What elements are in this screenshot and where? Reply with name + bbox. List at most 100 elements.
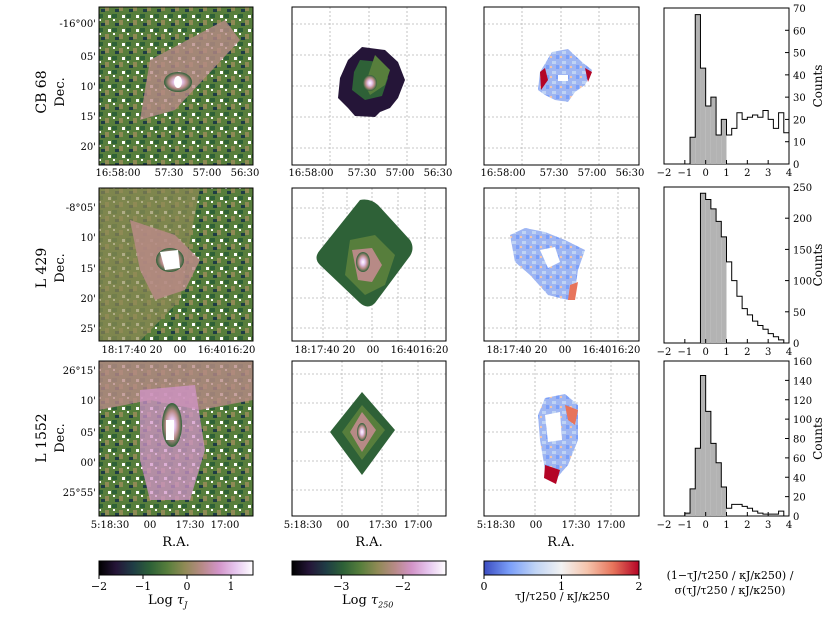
- row-cb68: CB 68 Dec. -16°00' 05' 10' 15' 20' 16:58…: [34, 6, 645, 179]
- x-tick-label: 56:30: [616, 168, 645, 179]
- y-tick-label: 15': [81, 112, 96, 123]
- histogram-bar-shaded: [700, 68, 706, 164]
- x-tick-label: 16:58:00: [96, 168, 141, 179]
- tau-250-map: 16:58:00 57:30 57:00 56:30: [289, 6, 453, 179]
- x-tick-label: −2: [657, 520, 672, 531]
- x-tick-label: 18:17:40: [295, 345, 340, 356]
- dec-axis-label: Dec.: [53, 253, 68, 283]
- colorbar-tick-label: 1: [228, 580, 235, 593]
- x-tick-label: 0: [702, 168, 708, 179]
- x-tick-label: 4: [786, 520, 792, 531]
- y-tick-label: 100: [793, 415, 812, 426]
- x-tick-label: 1: [723, 347, 729, 358]
- colorbar-ratio: 0 1 2: [481, 560, 643, 593]
- x-tick-label: 20: [150, 345, 163, 356]
- x-tick-label: 16:58:00: [289, 168, 334, 179]
- y-tick-label: 05': [81, 52, 96, 63]
- tau-250-map: 5:18:30 00 17:30 17:00 R.A.: [284, 360, 447, 550]
- histogram-bar-shaded: [716, 221, 722, 343]
- histogram-outline: [699, 192, 785, 343]
- x-ticks: 18:17:40 20 00 16:40 16:20: [102, 345, 256, 356]
- histogram-bar-shaded: [695, 14, 701, 164]
- x-tick-label: 57:30: [540, 168, 569, 179]
- x-tick-label: 17:30: [369, 520, 398, 531]
- colorbar-tick-label: −2: [91, 580, 107, 593]
- histogram-bar-shaded: [690, 488, 696, 516]
- region-label: L 429: [34, 248, 50, 288]
- x-tick-label: 3: [765, 168, 771, 179]
- x-tick-label: 00: [530, 520, 543, 531]
- x-tick-label: 16:58:00: [481, 168, 526, 179]
- row-l429: L 429 Dec. -8°05' 10' 15' 20' 25' 18:17:…: [34, 187, 641, 356]
- histogram-bar-shaded: [716, 135, 722, 164]
- histogram-outline: [684, 375, 785, 516]
- x-tick-label: 16:20: [420, 345, 449, 356]
- y-ticks: -8°05' 10' 15' 20' 25': [66, 203, 96, 335]
- region-label: CB 68: [34, 70, 50, 113]
- x-tick-label: 17:00: [597, 520, 626, 531]
- x-tick-label: 4: [786, 168, 792, 179]
- x-tick-label: 20: [343, 345, 356, 356]
- y-tick-label: 100: [793, 277, 812, 288]
- x-tick-label: −1: [677, 347, 692, 358]
- y-tick-label: 70: [793, 4, 806, 15]
- x-tick-label: 20: [535, 345, 548, 356]
- x-tick-label: 00: [559, 345, 572, 356]
- colorbar-tick-label: 1: [558, 580, 565, 593]
- x-tick-label: 57:00: [193, 168, 222, 179]
- y-tick-label: 0: [793, 160, 799, 171]
- histogram-bar-shaded: [705, 411, 711, 516]
- x-tick-label: −2: [657, 168, 672, 179]
- x-ticks: 16:58:00 57:30 57:00 56:30: [289, 168, 453, 179]
- x-tick-label: 17:30: [176, 520, 205, 531]
- ra-axis-label: R.A.: [355, 535, 382, 550]
- x-tick-label: 00: [174, 345, 187, 356]
- dec-axis-label: Dec.: [53, 423, 68, 453]
- y-tick-label: 30: [793, 93, 806, 104]
- histogram-bar-shaded: [710, 443, 717, 516]
- tau-250-map: 18:17:40 20 00 16:40 16:20: [291, 187, 449, 356]
- x-tick-label: 4: [786, 347, 792, 358]
- x-tick-label: 18:17:40: [487, 345, 532, 356]
- x-tick-label: 17:00: [404, 520, 433, 531]
- y-tick-label: 00': [81, 458, 96, 469]
- histogram-y-axis-label: Counts: [811, 417, 825, 460]
- y-tick-label: 0: [793, 512, 799, 523]
- y-tick-label: 05': [81, 428, 96, 439]
- y-tick-label: 15': [81, 264, 96, 275]
- histogram-bar-shaded: [700, 375, 706, 516]
- dec-axis-label: Dec.: [53, 77, 68, 107]
- ra-axis-label: R.A.: [547, 535, 574, 550]
- region-label: L 1552: [34, 413, 50, 462]
- x-tick-label: 1: [723, 520, 729, 531]
- x-tick-label: 00: [144, 520, 157, 531]
- histogram-bar-shaded: [710, 97, 717, 164]
- histogram-bar-shaded: [690, 137, 696, 164]
- x-tick-label: 57:30: [155, 168, 184, 179]
- ratio-map: 5:18:30 00 17:30 17:00 R.A.: [477, 360, 640, 550]
- x-tick-label: −1: [677, 520, 692, 531]
- y-tick-label: 40: [793, 71, 806, 82]
- colorbar-tau-j-label: Log τJ: [148, 593, 188, 610]
- ratio-map: 16:58:00 57:30 57:00 56:30: [481, 6, 645, 179]
- x-ticks: 5:18:30 00 17:30 17:00: [284, 520, 433, 531]
- x-tick-label: 1: [723, 168, 729, 179]
- histogram-bar-shaded: [695, 448, 701, 516]
- x-tick-label: 18:17:40: [102, 345, 147, 356]
- y-ticks: -16°00' 05' 10' 15' 20': [59, 19, 96, 153]
- x-tick-label: 16:20: [612, 345, 641, 356]
- x-tick-label: −2: [657, 347, 672, 358]
- x-tick-label: 17:30: [562, 520, 591, 531]
- y-tick-label: 25°55': [63, 488, 96, 499]
- x-ticks: 18:17:40 20 00 16:40 16:20: [295, 345, 449, 356]
- colorbar-tau-250-label: Log τ250: [342, 593, 394, 610]
- y-tick-label: 60: [793, 454, 806, 465]
- x-tick-label: 00: [337, 520, 350, 531]
- x-tick-label: 5:18:30: [477, 520, 516, 531]
- y-tick-label: 160: [793, 357, 812, 368]
- y-tick-label: 10: [793, 138, 806, 149]
- x-tick-label: 57:00: [386, 168, 415, 179]
